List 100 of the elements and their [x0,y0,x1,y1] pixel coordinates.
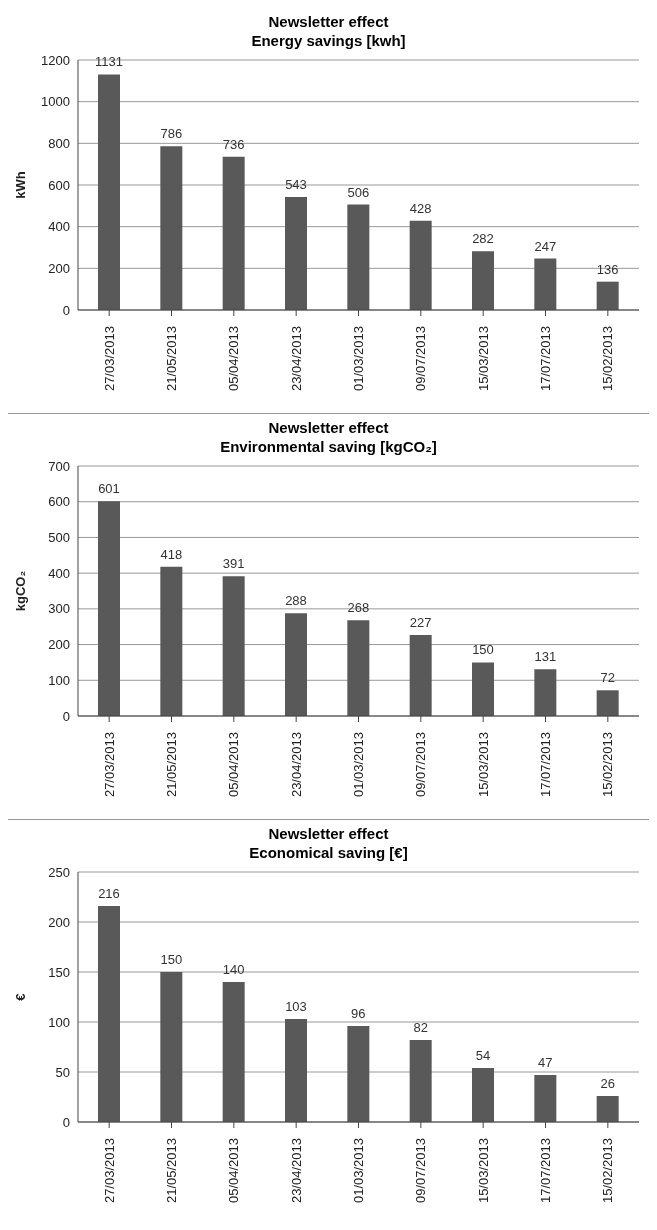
data-label: 150 [160,952,183,967]
bar [409,634,432,716]
y-tick-label: 200 [48,914,70,930]
bar [160,972,183,1122]
bar [409,220,432,310]
bar [347,1026,370,1122]
x-tick-label: 17/07/2013 [538,1138,553,1204]
y-tick-label: 100 [48,1014,70,1030]
y-tick-label: 600 [48,177,70,193]
bar [472,662,494,716]
bar [534,669,557,716]
bar [596,690,619,716]
y-tick-label: 0 [62,1114,70,1130]
data-label: 247 [534,238,557,254]
data-label: 268 [347,600,370,616]
data-label: 391 [222,556,245,572]
x-tick-label: 27/03/2013 [101,1138,117,1204]
bar [285,196,307,310]
chart-subtitle: Environmental saving [kgCO₂] [219,437,438,456]
x-tick-label: 01/03/2013 [351,732,366,798]
x-tick-label: 27/03/2013 [101,326,117,392]
data-label: 54 [475,1048,491,1063]
data-label: 82 [413,1020,428,1035]
data-label: 1131 [95,54,123,70]
bar [596,281,619,310]
chart-subtitle: Economical saving [€] [248,843,409,862]
data-label: 216 [98,886,120,901]
chart-subtitle: Energy savings [kwh] [250,31,407,50]
bar [472,251,494,310]
data-label: 150 [472,642,494,658]
x-tick-label: 15/02/2013 [600,1138,616,1204]
data-label: 506 [347,184,370,200]
y-tick-label: 150 [48,964,70,980]
x-tick-label: 09/07/2013 [413,732,429,798]
bar [347,620,370,716]
x-tick-label: 01/03/2013 [351,326,366,392]
data-label: 543 [285,176,307,192]
bar [596,1096,619,1122]
y-tick-label: 1000 [41,94,70,110]
y-tick-label: 600 [48,494,70,510]
x-tick-label: 09/07/2013 [413,1138,429,1204]
x-tick-label: 05/04/2013 [226,326,242,392]
x-tick-label: 05/04/2013 [226,732,242,798]
y-tick-label: 0 [62,708,70,724]
y-tick-label: 250 [48,864,70,880]
bar [160,146,183,310]
y-tick-label: 500 [48,530,70,546]
x-tick-label: 23/04/2013 [288,1138,304,1204]
x-tick-label: 21/05/2013 [164,326,179,392]
data-label: 428 [409,200,432,216]
x-tick-label: 17/07/2013 [538,326,553,392]
x-tick-label: 21/05/2013 [164,1138,179,1204]
x-tick-label: 21/05/2013 [164,732,179,798]
x-tick-label: 05/04/2013 [226,1138,242,1204]
x-tick-label: 01/03/2013 [351,1138,366,1204]
chart-title: Newsletter effect [267,12,390,31]
bar [534,258,557,310]
y-tick-label: 100 [48,672,70,688]
bar [472,1068,494,1122]
data-label: 72 [600,670,615,686]
bar [534,1075,557,1122]
x-tick-label: 15/02/2013 [600,732,616,798]
x-tick-label: 23/04/2013 [288,732,304,798]
data-label: 47 [538,1055,553,1070]
data-label: 601 [98,481,120,497]
data-label: 103 [285,999,307,1014]
x-tick-label: 15/02/2013 [600,326,616,392]
data-label: 26 [600,1076,615,1091]
x-tick-label: 09/07/2013 [413,326,429,392]
chart-title: Newsletter effect [267,824,390,843]
data-label: 140 [222,962,245,977]
bar [285,613,307,716]
data-label: 96 [351,1006,366,1021]
y-tick-label: 1200 [41,52,70,68]
y-axis-title: kgCO₂ [12,570,28,612]
x-tick-label: 17/07/2013 [538,732,553,798]
chart-title: Newsletter effect [267,418,390,437]
bar [222,156,245,310]
data-label: 282 [472,231,494,247]
x-tick-label: 15/03/2013 [475,326,491,392]
x-tick-label: 23/04/2013 [288,326,304,392]
bar [285,1019,307,1122]
bar [222,982,245,1122]
bar [409,1040,432,1122]
y-tick-label: 400 [48,565,70,581]
x-tick-label: 15/03/2013 [475,732,491,798]
y-tick-label: 200 [48,637,70,653]
y-tick-label: 200 [48,260,70,276]
y-tick-label: 0 [62,302,70,318]
data-label: 136 [596,261,619,277]
data-label: 736 [222,136,245,152]
bar [98,74,120,310]
data-label: 418 [160,546,183,562]
y-tick-label: 700 [48,458,70,474]
bar [98,906,120,1122]
data-label: 131 [534,649,557,665]
bar [347,204,370,310]
y-tick-label: 50 [55,1064,70,1080]
x-tick-label: 15/03/2013 [475,1138,491,1204]
y-tick-label: 300 [48,601,70,617]
